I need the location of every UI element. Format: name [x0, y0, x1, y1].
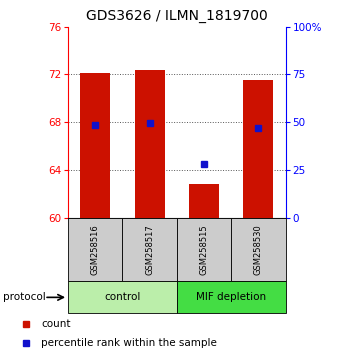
Bar	[135, 69, 165, 218]
Text: GSM258516: GSM258516	[91, 224, 100, 275]
Text: GSM258517: GSM258517	[145, 224, 154, 275]
Bar	[68, 218, 122, 281]
Title: GDS3626 / ILMN_1819700: GDS3626 / ILMN_1819700	[86, 9, 268, 23]
Bar	[68, 281, 177, 313]
Bar	[122, 218, 177, 281]
Bar	[231, 218, 286, 281]
Bar	[80, 73, 110, 218]
Bar	[177, 218, 231, 281]
Text: protocol: protocol	[3, 292, 46, 302]
Text: GSM258530: GSM258530	[254, 224, 263, 275]
Text: GSM258515: GSM258515	[200, 224, 208, 275]
Text: count: count	[41, 319, 71, 329]
Bar	[243, 80, 273, 218]
Text: control: control	[104, 292, 140, 302]
Bar	[177, 281, 286, 313]
Bar	[189, 184, 219, 218]
Text: percentile rank within the sample: percentile rank within the sample	[41, 338, 217, 348]
Text: MIF depletion: MIF depletion	[196, 292, 266, 302]
